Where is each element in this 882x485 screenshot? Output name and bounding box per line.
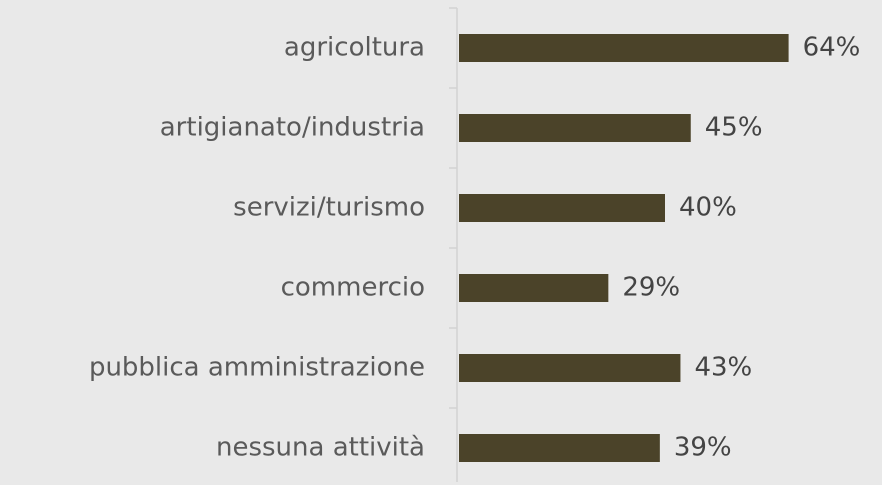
bar (459, 114, 691, 142)
value-label: 45% (705, 113, 763, 143)
category-label: servizi/turismo (233, 193, 425, 223)
bar (459, 194, 665, 222)
bar (459, 354, 681, 382)
bar (459, 434, 660, 462)
category-label: artigianato/industria (160, 113, 425, 143)
category-label: pubblica amministrazione (89, 353, 425, 383)
value-label: 39% (674, 433, 732, 463)
value-label: 64% (803, 33, 861, 63)
value-label: 29% (622, 273, 680, 303)
category-label: commercio (281, 273, 425, 303)
value-label: 43% (694, 353, 752, 383)
category-label: nessuna attività (216, 433, 425, 463)
value-label: 40% (679, 193, 737, 223)
category-label: agricoltura (284, 33, 425, 63)
bar (459, 274, 609, 302)
bar (459, 34, 789, 62)
